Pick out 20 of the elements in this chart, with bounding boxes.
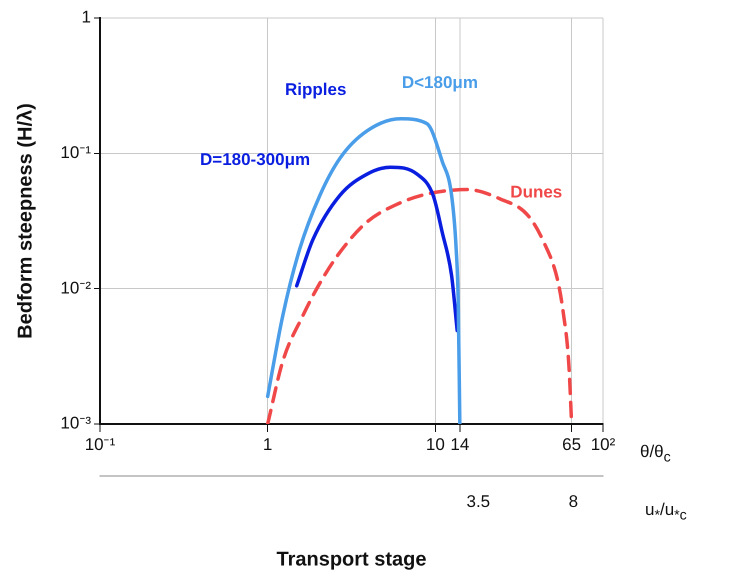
x-tick-label: 1 — [262, 434, 272, 454]
x-tick-label: 65 — [562, 434, 582, 454]
y-tick-label: 10⁻² — [60, 278, 92, 298]
y-axis-title: Bedform steepness (H/λ) — [14, 103, 37, 339]
series-label: D<180μm — [402, 73, 478, 92]
x-tick-label: 10⁻¹ — [84, 434, 116, 454]
x2-tick-label: 3.5 — [466, 492, 490, 511]
text: θ/θ$_{c}$ — [640, 442, 671, 466]
x-axis-title: Transport stage — [276, 548, 427, 571]
x-tick-label: 14 — [450, 434, 470, 454]
x-tick-label: 10² — [590, 434, 616, 454]
annotation: Ripples — [285, 80, 346, 100]
y-tick-label: 1 — [82, 8, 91, 27]
x-tick-label: 10 — [426, 434, 445, 454]
text: u$_{*}$/u$_{*c}$ — [645, 500, 687, 524]
y-tick-label: 10⁻³ — [60, 414, 92, 433]
y-tick-label: 10⁻¹ — [60, 143, 92, 162]
x2-tick-label: 8 — [568, 492, 578, 511]
text: D=180-300μm — [200, 150, 310, 169]
series-label: Dunes — [510, 182, 562, 202]
